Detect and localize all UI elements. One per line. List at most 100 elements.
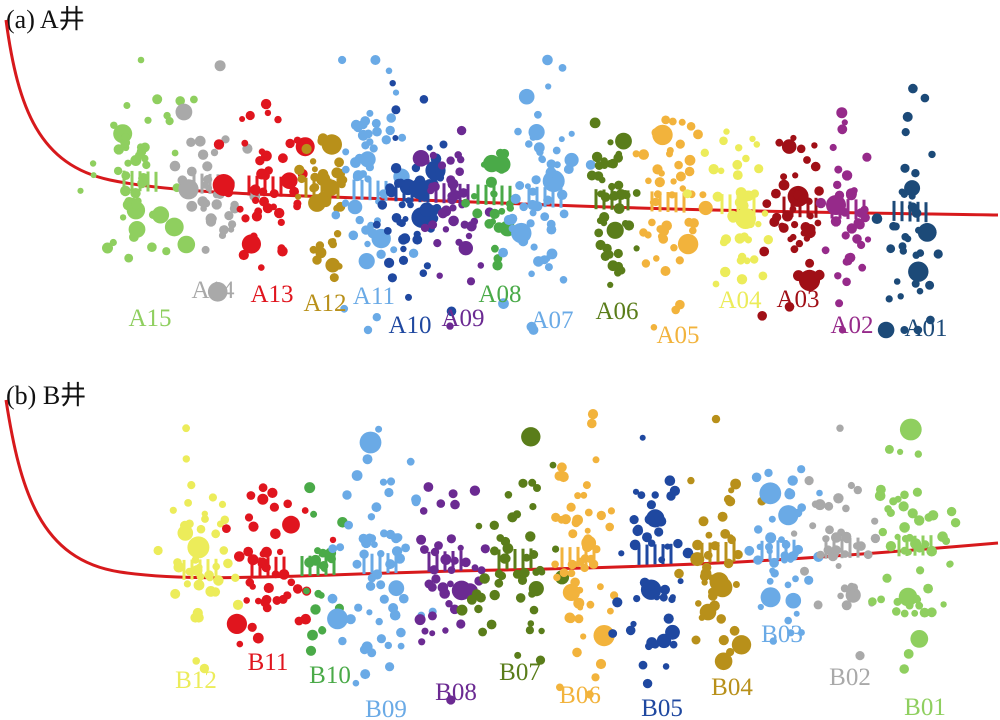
event-point xyxy=(607,260,619,272)
event-point xyxy=(491,244,499,253)
perforation-marks xyxy=(892,200,928,223)
event-point xyxy=(607,607,614,615)
event-point xyxy=(309,200,316,208)
event-point xyxy=(556,683,564,692)
event-point xyxy=(365,163,374,172)
panel-a-event-clusters xyxy=(77,54,943,339)
event-point xyxy=(664,543,671,550)
event-point xyxy=(151,206,170,224)
event-point xyxy=(897,293,904,300)
event-point xyxy=(682,189,692,199)
event-point xyxy=(762,199,772,209)
event-point xyxy=(283,499,293,509)
event-point xyxy=(274,115,282,124)
event-point xyxy=(436,272,443,279)
stage-cluster-a02 xyxy=(815,107,872,334)
event-point xyxy=(307,629,318,641)
event-point xyxy=(646,500,657,510)
event-point xyxy=(714,652,733,671)
event-point xyxy=(440,206,452,217)
event-point xyxy=(466,277,476,286)
event-point xyxy=(338,175,348,185)
event-point xyxy=(428,182,437,191)
event-point xyxy=(889,221,898,231)
event-point xyxy=(846,189,857,201)
event-point xyxy=(490,546,499,556)
event-point xyxy=(446,534,456,544)
event-point xyxy=(925,280,935,290)
event-point xyxy=(853,485,862,495)
event-point xyxy=(224,211,234,221)
event-point xyxy=(522,553,531,562)
event-point xyxy=(765,532,777,544)
stage-label-b04: B04 xyxy=(711,674,753,701)
event-point xyxy=(754,164,764,174)
event-point xyxy=(231,573,240,582)
event-point xyxy=(184,499,193,507)
event-point xyxy=(236,640,244,648)
event-point xyxy=(549,461,557,469)
event-point xyxy=(898,587,918,607)
stage-label-b10: B10 xyxy=(309,662,351,689)
event-point xyxy=(787,556,794,563)
event-point xyxy=(586,170,597,181)
event-point xyxy=(675,256,684,265)
event-point xyxy=(315,247,327,259)
event-point xyxy=(350,119,362,131)
event-point xyxy=(471,564,479,572)
event-point xyxy=(732,170,743,181)
event-point xyxy=(605,250,614,259)
event-point xyxy=(247,622,257,632)
event-point xyxy=(903,649,914,659)
stage-label-a12: A12 xyxy=(303,290,346,317)
event-point xyxy=(833,180,842,190)
event-point xyxy=(730,478,741,490)
event-point xyxy=(169,506,177,514)
event-point xyxy=(699,571,710,582)
event-point xyxy=(109,238,117,247)
event-point xyxy=(673,538,683,549)
event-point xyxy=(366,109,374,117)
event-point xyxy=(241,139,249,147)
event-point xyxy=(392,89,400,96)
event-point xyxy=(348,230,359,241)
event-point xyxy=(420,545,429,554)
event-point xyxy=(171,149,179,157)
event-point xyxy=(736,274,748,285)
event-point xyxy=(362,454,373,465)
event-point xyxy=(539,156,546,164)
event-point xyxy=(829,143,837,152)
event-point xyxy=(546,219,556,229)
event-point xyxy=(219,546,229,555)
event-point xyxy=(659,593,668,602)
event-point xyxy=(500,536,511,547)
event-point xyxy=(669,640,678,649)
event-point xyxy=(391,533,401,544)
event-point xyxy=(245,110,255,121)
event-point xyxy=(397,219,406,228)
event-point xyxy=(387,273,397,283)
event-point xyxy=(644,231,652,239)
event-point xyxy=(369,144,378,153)
event-point xyxy=(900,490,909,500)
event-point xyxy=(731,635,752,655)
event-point xyxy=(479,573,490,584)
event-point xyxy=(329,238,337,245)
event-point xyxy=(665,624,680,640)
event-point xyxy=(185,519,194,529)
event-point xyxy=(142,160,151,170)
event-point xyxy=(124,253,134,263)
event-point xyxy=(436,499,446,508)
event-point xyxy=(448,489,458,499)
event-point xyxy=(342,200,349,207)
event-point xyxy=(708,591,718,601)
event-point xyxy=(884,444,894,454)
perforation-marks xyxy=(527,186,563,208)
perforation-marks xyxy=(304,177,340,199)
stage-cluster-a11 xyxy=(331,55,419,335)
event-point xyxy=(90,172,97,179)
event-point xyxy=(855,651,865,661)
event-point xyxy=(668,191,676,199)
event-point xyxy=(518,478,528,488)
event-point xyxy=(317,169,329,180)
